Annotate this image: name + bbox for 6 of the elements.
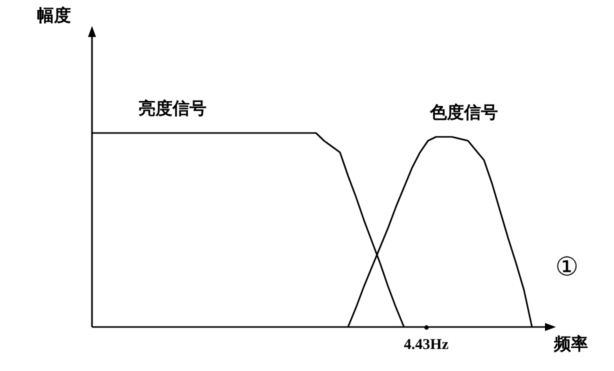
x-axis-title: 频率 — [553, 334, 588, 354]
text: 幅度 — [36, 6, 71, 26]
series-label: 亮度信号 — [138, 99, 207, 120]
series-label: 色度信号 — [428, 103, 498, 124]
text: ① — [555, 252, 579, 283]
text: 4.43Hz — [404, 336, 449, 353]
